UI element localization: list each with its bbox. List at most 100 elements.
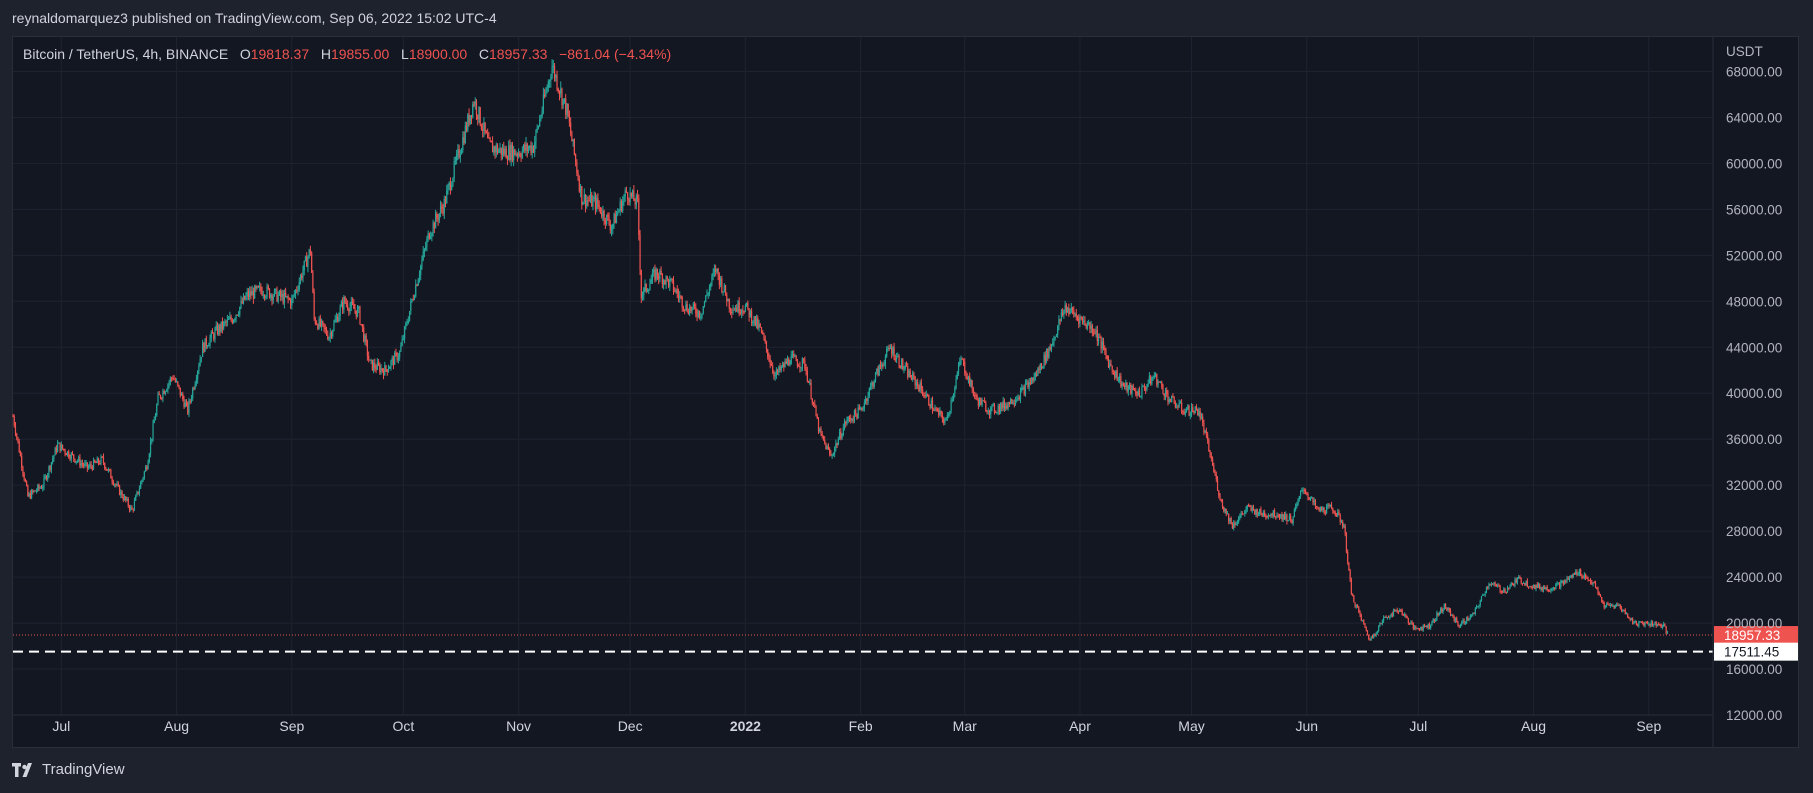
candle <box>333 319 335 332</box>
candle <box>619 197 621 216</box>
candle <box>1038 365 1040 374</box>
candle <box>1654 621 1656 625</box>
candle <box>1167 389 1169 406</box>
candle <box>1026 379 1028 386</box>
candle <box>18 438 20 453</box>
candle <box>1223 506 1225 513</box>
y-tick-label: 40000.00 <box>1726 386 1782 401</box>
candle <box>1632 617 1634 625</box>
candle <box>354 304 356 314</box>
candle <box>534 135 536 158</box>
candle <box>1285 511 1287 521</box>
candle <box>1159 381 1162 384</box>
candle <box>1028 377 1030 392</box>
candle <box>1260 506 1262 516</box>
candle <box>731 308 733 319</box>
candle <box>285 287 287 298</box>
candle <box>1171 395 1173 403</box>
candle <box>464 121 466 144</box>
candle <box>85 460 87 467</box>
candle <box>743 310 745 314</box>
candle <box>966 372 968 381</box>
candle <box>591 191 593 207</box>
candle <box>615 210 618 224</box>
candle <box>1546 584 1548 592</box>
candle <box>1620 605 1623 613</box>
candle <box>852 415 854 424</box>
candle <box>249 286 251 301</box>
y-tick-label: 56000.00 <box>1726 202 1782 217</box>
candle <box>518 148 520 159</box>
candle <box>426 235 428 252</box>
candle <box>983 397 986 404</box>
candle <box>1264 509 1266 517</box>
candle <box>1581 573 1583 580</box>
candle <box>288 297 290 301</box>
candle <box>1536 581 1538 589</box>
candle <box>1606 602 1608 608</box>
candle <box>437 213 439 226</box>
candle <box>535 129 537 149</box>
candle <box>1572 573 1574 579</box>
candle <box>280 288 282 302</box>
candle <box>230 314 232 322</box>
candle <box>899 365 901 369</box>
candle <box>1177 404 1179 411</box>
candle <box>1363 619 1365 625</box>
candle <box>135 494 137 501</box>
candle <box>1207 431 1209 444</box>
candle <box>846 416 848 426</box>
candle <box>732 304 734 315</box>
candle <box>175 378 178 383</box>
candle <box>1567 576 1569 580</box>
candle <box>928 394 930 406</box>
candle <box>183 395 185 409</box>
candle <box>1381 619 1383 626</box>
candle <box>1156 373 1158 388</box>
candle <box>1301 487 1303 492</box>
candle <box>1198 407 1200 417</box>
candle <box>1224 507 1226 514</box>
candle <box>392 355 395 370</box>
candle <box>796 358 799 369</box>
candle <box>519 151 521 158</box>
candle <box>293 290 295 298</box>
candle <box>224 318 226 327</box>
candle <box>1123 382 1126 390</box>
candle <box>417 278 419 286</box>
candle <box>17 436 19 444</box>
candle <box>1490 582 1493 587</box>
candle <box>1364 623 1366 628</box>
candle <box>1060 308 1062 322</box>
candle <box>1645 621 1647 624</box>
candle <box>412 294 414 301</box>
x-tick-label: Aug <box>164 718 189 734</box>
candle <box>810 379 812 400</box>
candle <box>1205 427 1207 439</box>
candle <box>1164 387 1167 401</box>
candle <box>1012 399 1014 405</box>
candle <box>385 364 387 372</box>
candle <box>929 404 931 410</box>
candle <box>137 491 139 495</box>
candle <box>857 404 859 419</box>
high-value: 19855.00 <box>330 46 390 62</box>
candle <box>805 363 807 376</box>
candle <box>578 175 580 193</box>
candle <box>272 293 274 304</box>
candle <box>971 379 973 393</box>
candle <box>1182 410 1184 416</box>
chart-area[interactable] <box>12 36 1799 748</box>
close-label: C <box>478 46 490 62</box>
low-label: L <box>401 46 409 62</box>
candle <box>433 221 435 234</box>
candle <box>779 362 781 373</box>
candle <box>210 330 212 343</box>
candle <box>1330 501 1333 510</box>
candle <box>386 368 388 376</box>
candle <box>1379 622 1381 627</box>
candle <box>369 359 371 361</box>
candle <box>1049 343 1051 352</box>
candle <box>819 427 821 433</box>
